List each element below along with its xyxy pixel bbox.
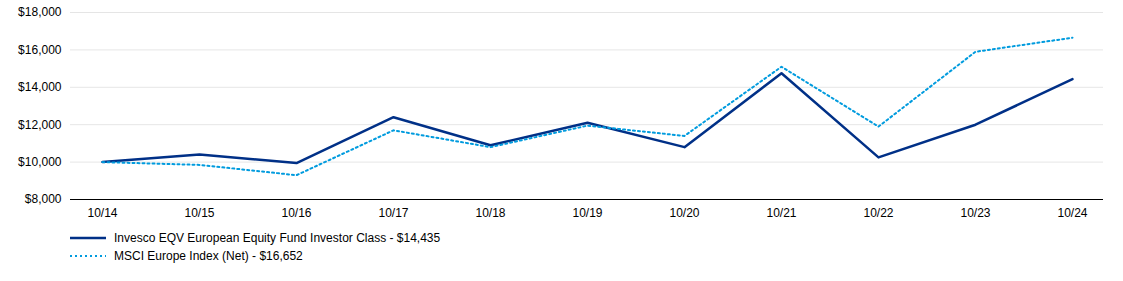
svg-text:10/23: 10/23 (960, 206, 990, 220)
html-text:MSCI Europe Index (Net) - $16,: MSCI Europe Index (Net) - $16,652 (114, 249, 303, 263)
svg-text:$18,000: $18,000 (18, 5, 62, 19)
svg-text:$12,000: $12,000 (18, 118, 62, 132)
svg-text:10/16: 10/16 (281, 206, 311, 220)
svg-text:10/24: 10/24 (1057, 206, 1087, 220)
svg-text:10/21: 10/21 (766, 206, 796, 220)
svg-text:$10,000: $10,000 (18, 155, 62, 169)
svg-text:10/18: 10/18 (475, 206, 505, 220)
html-text:Invesco EQV European Equity Fu: Invesco EQV European Equity Fund Investo… (114, 231, 441, 245)
svg-text:10/19: 10/19 (572, 206, 602, 220)
svg-text:$16,000: $16,000 (18, 43, 62, 57)
svg-text:10/14: 10/14 (87, 206, 117, 220)
svg-text:$14,000: $14,000 (18, 80, 62, 94)
svg-text:10/17: 10/17 (378, 206, 408, 220)
svg-text:10/15: 10/15 (184, 206, 214, 220)
svg-text:$8,000: $8,000 (25, 192, 62, 206)
svg-text:10/22: 10/22 (863, 206, 893, 220)
svg-text:10/20: 10/20 (669, 206, 699, 220)
